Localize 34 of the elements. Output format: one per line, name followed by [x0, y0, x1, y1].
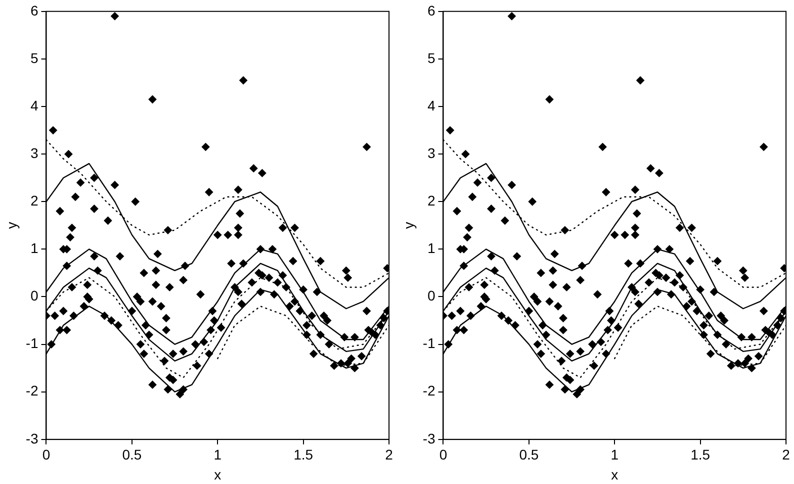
y-tick-label: 5 [427, 50, 436, 66]
x-tick-label: 1 [214, 446, 222, 463]
y-tick-label: 6 [427, 2, 436, 18]
y-axis-title: y [3, 222, 20, 229]
y-tick-label: 4 [427, 97, 436, 114]
y-tick-label: 6 [30, 2, 38, 18]
x-tick-label: 0 [42, 446, 50, 463]
y-tick-label: -3 [422, 430, 436, 446]
y-tick-label: -2 [26, 382, 38, 399]
y-tick-label: 3 [427, 144, 436, 161]
x-tick-label: 1.5 [294, 446, 314, 463]
y-tick-label: 3 [30, 144, 38, 161]
x-tick-label: 0 [439, 446, 448, 463]
x-tick-label: 1 [610, 446, 619, 463]
x-tick-label: 1.5 [690, 446, 710, 463]
y-tick-label: 5 [30, 50, 38, 66]
y-tick-label: 0 [427, 288, 436, 304]
x-axis-title: x [214, 466, 222, 482]
x-tick-label: 0.5 [519, 446, 539, 463]
y-tick-label: -2 [422, 382, 436, 399]
x-tick-label: 0.5 [122, 446, 142, 463]
y-tick-label: 2 [30, 192, 38, 208]
y-tick-label: 1 [30, 240, 38, 256]
x-tick-label: 2 [385, 446, 394, 463]
x-tick-label: 2 [782, 446, 790, 463]
y-tick-label: 0 [30, 288, 38, 304]
y-tick-label: 2 [427, 192, 436, 208]
x-axis-title: x [611, 466, 618, 482]
y-tick-label: -3 [26, 430, 38, 446]
y-tick-label: -1 [26, 335, 38, 352]
y-tick-label: 1 [427, 240, 436, 256]
y-axis-title: y [400, 222, 416, 229]
y-tick-label: 4 [30, 97, 38, 114]
y-tick-label: -1 [422, 335, 436, 352]
